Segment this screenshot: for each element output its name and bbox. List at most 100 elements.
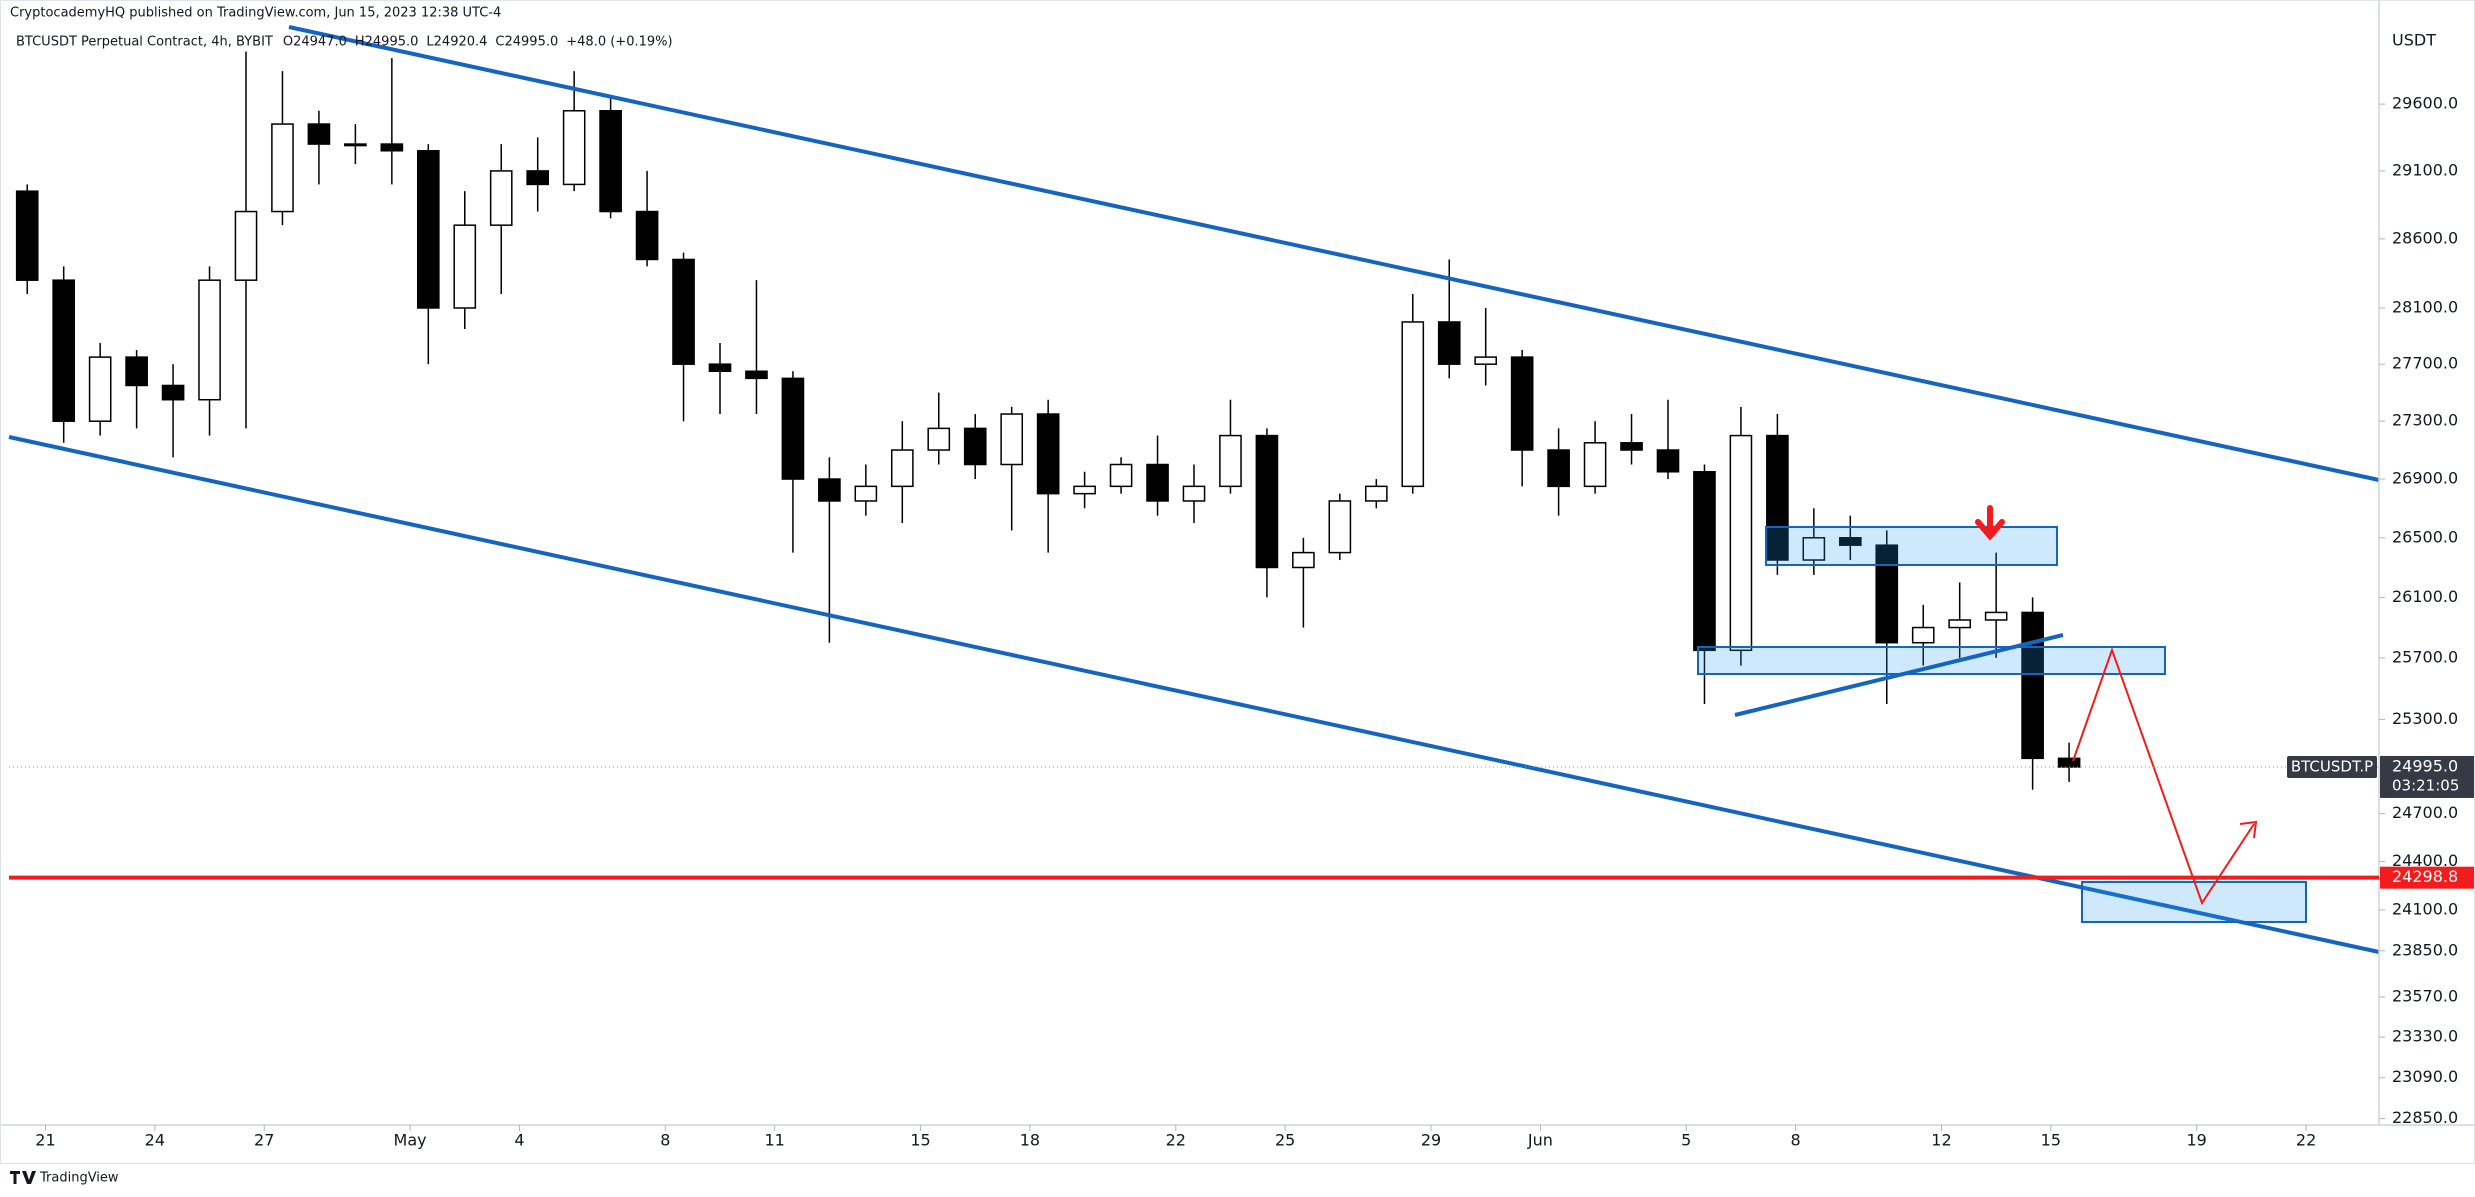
y-tick-label: 28100.0	[2392, 297, 2458, 316]
candle-body	[198, 279, 221, 401]
channel-lower	[8, 435, 2380, 954]
candle-body	[1510, 356, 1534, 451]
legend-value: C24995.0	[495, 35, 558, 50]
candle-body	[1729, 434, 1753, 652]
drawings	[8, 25, 2380, 954]
legend-value: L24920.4	[426, 35, 487, 50]
candles	[15, 51, 2081, 790]
candle-body	[1401, 321, 1425, 488]
candle-body	[307, 123, 331, 145]
footer-logo: TradingView	[10, 1171, 119, 1186]
candle-body	[599, 110, 622, 213]
candle-body	[125, 356, 148, 387]
y-tick-label: 25300.0	[2392, 709, 2458, 728]
candle-body	[52, 279, 76, 422]
candle-body	[489, 170, 513, 226]
x-tick-label: 12	[1931, 1131, 1951, 1150]
y-tick-label: 28600.0	[2392, 228, 2458, 247]
candle-body	[963, 427, 987, 466]
candle-body	[2021, 611, 2044, 760]
candle-body	[1292, 551, 1315, 569]
ohlc-legend: O24947.0 H24995.0 L24920.4 C24995.0 +48.0 (+…	[283, 35, 673, 50]
candle-body	[1583, 442, 1607, 488]
candle-body	[1328, 500, 1352, 554]
y-tick-label: 26500.0	[2392, 527, 2458, 546]
candle-body	[1656, 449, 1680, 473]
candle-body	[1474, 356, 1498, 365]
x-tick-label: 5	[1681, 1131, 1691, 1150]
candle-body	[453, 224, 477, 309]
candle-body	[745, 370, 768, 380]
candle-body	[271, 123, 294, 213]
projection-path	[2072, 646, 2255, 906]
price-line-label: 24298.8	[2392, 867, 2458, 886]
zone-support	[1697, 646, 2166, 675]
y-tick-label: 29600.0	[2392, 94, 2458, 113]
symbol-tag	[2287, 755, 2377, 778]
x-tick-label: 24	[145, 1131, 165, 1150]
y-tick-label: 24700.0	[2392, 803, 2458, 822]
x-tick-label: 8	[1791, 1131, 1801, 1150]
candle-body	[927, 427, 951, 451]
x-tick-label: 25	[1275, 1131, 1295, 1150]
x-tick-label: 29	[1421, 1131, 1441, 1150]
x-tick-label: 27	[254, 1131, 274, 1150]
candle-body	[234, 210, 258, 281]
zone-target	[2081, 881, 2307, 923]
candle-body	[781, 377, 805, 480]
y-tick-label: 23850.0	[2392, 940, 2458, 959]
y-tick-label: 29100.0	[2392, 160, 2458, 179]
trendline	[1734, 633, 2064, 717]
candle-body	[1036, 413, 1060, 495]
y-tick-label: 27700.0	[2392, 354, 2458, 373]
last-price-label: 24995.0	[2392, 756, 2458, 775]
x-tick-label: 21	[35, 1131, 55, 1150]
candle-body	[562, 110, 586, 186]
price-line-tag	[2380, 866, 2474, 889]
x-tick-label: 8	[660, 1131, 670, 1150]
channel-upper	[288, 25, 2380, 482]
zone-resistance	[1765, 526, 2058, 566]
candle-body	[1875, 544, 1899, 644]
candle-body	[1146, 463, 1169, 502]
legend-value: H24995.0	[355, 35, 419, 50]
legend-value: O24947.0	[283, 35, 347, 50]
y-tick-label: 23570.0	[2392, 987, 2458, 1006]
candle-body	[1948, 619, 1972, 629]
y-tick-label: 26900.0	[2392, 469, 2458, 488]
candle-body	[2057, 757, 2081, 768]
y-tick-label: 26100.0	[2392, 587, 2458, 606]
candle-body	[344, 143, 367, 147]
last-price-tag	[2380, 755, 2474, 798]
symbol-line: BTCUSDT Perpetual Contract, 4h, BYBIT	[16, 35, 273, 50]
candle-body	[635, 210, 659, 261]
countdown-label: 03:21:05	[2392, 776, 2459, 794]
symbol-tag-label: BTCUSDT.P	[2291, 757, 2373, 775]
candle-body	[1693, 471, 1716, 652]
candle-body	[1219, 434, 1242, 488]
price-unit: USDT	[2392, 31, 2436, 50]
x-tick-label: 22	[1166, 1131, 1186, 1150]
candle-body	[1109, 463, 1133, 488]
candle-body	[380, 143, 404, 152]
candle-body	[1437, 321, 1461, 365]
candle-body	[526, 170, 550, 186]
legend-value: +48.0 (+0.19%)	[566, 35, 672, 50]
candle-body	[1073, 485, 1096, 495]
candle-body	[1802, 537, 1826, 561]
x-tick-label: 22	[2296, 1131, 2316, 1150]
published-note: CryptocademyHQ published on TradingView.…	[10, 6, 501, 21]
footer-brand: TradingView	[39, 1171, 119, 1186]
candle-body	[1255, 434, 1279, 569]
y-tick-label: 22850.0	[2392, 1108, 2458, 1127]
x-tick-label: 4	[514, 1131, 524, 1150]
x-tick-label: 19	[2187, 1131, 2207, 1150]
x-tick-label: 11	[765, 1131, 785, 1150]
x-tick-label: Jun	[1527, 1131, 1553, 1150]
y-tick-label: 25700.0	[2392, 647, 2458, 666]
candle-body	[672, 258, 695, 365]
candle-body	[15, 190, 39, 281]
x-tick-label: 18	[1020, 1131, 1040, 1150]
